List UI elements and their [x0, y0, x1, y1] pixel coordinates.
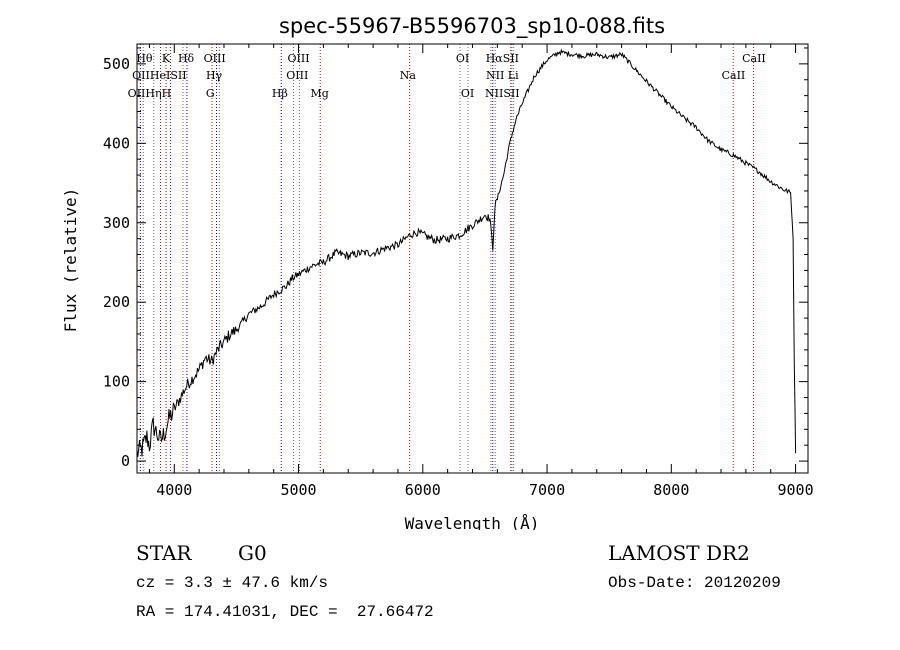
spectral-line-label: CaII	[742, 52, 766, 65]
spectrum-line	[136, 48, 797, 457]
observation-date: Obs-Date: 20120209	[608, 574, 781, 592]
spectral-line-label: G	[206, 87, 215, 100]
object-subclass: G0	[238, 541, 267, 565]
spectral-line-markers	[139, 44, 755, 473]
spectral-line-label: K	[162, 52, 171, 65]
spectral-line-label: NIISII	[485, 87, 520, 100]
spectral-line-label: HαSII	[486, 52, 519, 65]
y-tick-label: 0	[121, 452, 130, 470]
survey-name: LAMOST DR2	[608, 541, 750, 565]
redshift-velocity: cz = 3.3 ± 47.6 km/s	[136, 574, 329, 592]
x-tick-label: 7000	[529, 481, 565, 499]
spectrum-chart: Hθ K Hδ OIII OIII OI HαSII CaII OIIHeISII Hγ OIII N…	[61, 14, 814, 530]
spectral-line-label: OIIHeISII	[132, 69, 186, 82]
spectral-line-label: OI	[461, 87, 474, 100]
spectral-line-label: CaII	[722, 69, 746, 82]
x-tick-label: 4000	[156, 481, 192, 499]
spectral-line-label: OIIHηH	[128, 87, 171, 100]
x-tick-label: 5000	[280, 481, 316, 499]
plot-frame	[136, 43, 809, 474]
y-tick-label: 500	[103, 55, 130, 73]
spectral-line-label: Mg	[311, 87, 329, 100]
spectral-line-label: Hθ	[136, 52, 153, 65]
x-tick-label: 8000	[653, 481, 689, 499]
coordinates: RA = 174.41031, DEC = 27.66472	[136, 603, 434, 621]
spectral-line-label: OI	[456, 52, 469, 65]
spectral-line-label: Hγ	[206, 69, 223, 82]
spectral-line-label: Hβ	[272, 87, 288, 100]
y-tick-label: 400	[103, 134, 130, 152]
axis-ticks: 4000 5000 6000 7000 8000 9000 0 100 200 300 400 500	[103, 44, 814, 499]
spectral-line-labels: Hθ K Hδ OIII OIII OI HαSII CaII OIIHeISII Hγ OIII N…	[128, 52, 766, 100]
object-class: STAR	[136, 541, 192, 565]
y-axis-label: Flux (relative)	[61, 188, 80, 333]
x-tick-label: 6000	[405, 481, 441, 499]
spectral-line-label: OIII	[288, 52, 310, 65]
spectral-line-label: OIII	[286, 69, 308, 82]
spectral-line-label: OIII	[204, 52, 226, 65]
y-tick-label: 300	[103, 214, 130, 232]
x-axis-label: Wavelength (Å)	[405, 514, 540, 530]
spectral-line-label: Na	[400, 69, 417, 82]
x-tick-label: 9000	[778, 481, 814, 499]
y-tick-label: 100	[103, 373, 130, 391]
spectral-line-label: NII Li	[486, 69, 519, 82]
chart-title: spec-55967-B5596703_sp10-088.fits	[279, 14, 665, 39]
spectral-line-label: Hδ	[178, 52, 195, 65]
y-tick-label: 200	[103, 293, 130, 311]
